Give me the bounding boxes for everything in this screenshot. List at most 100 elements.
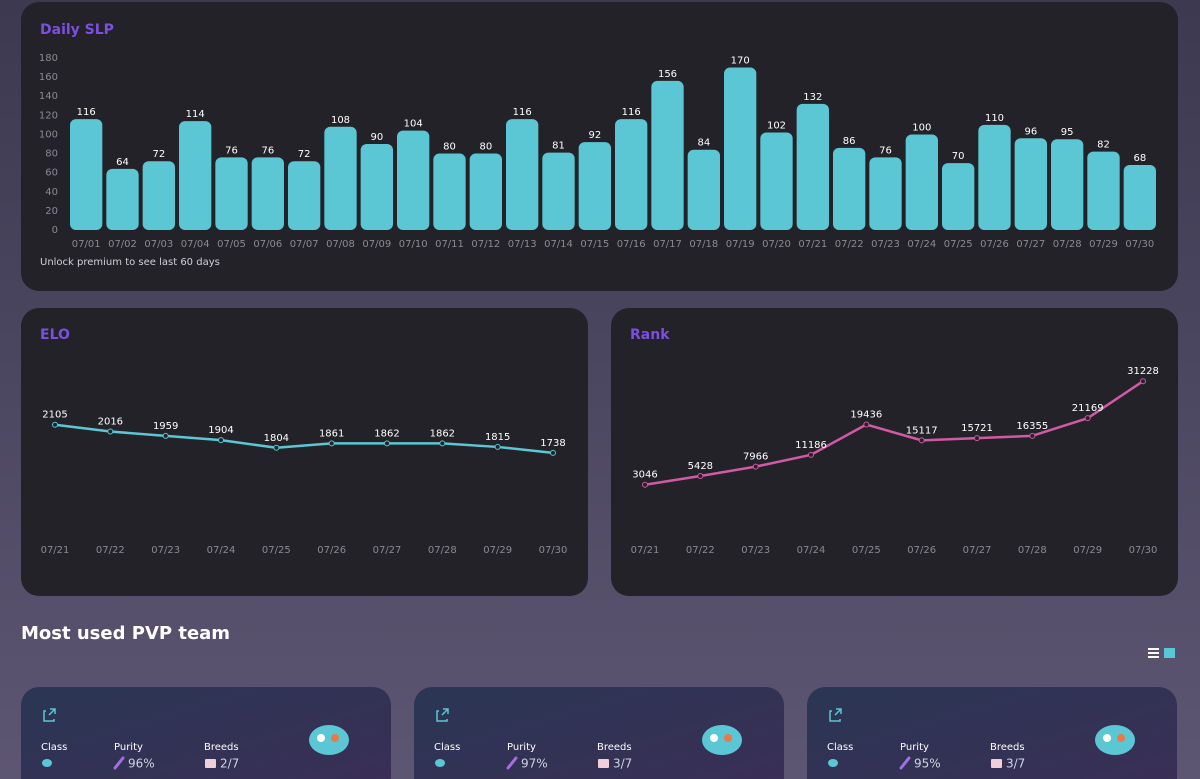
breeds-value: 3/7 [1006,757,1025,771]
axie-eye [1103,734,1111,742]
bar [360,144,393,230]
x-tick-label: 07/23 [741,545,770,556]
x-tick-label: 07/11 [435,239,464,250]
bar [833,147,866,230]
y-tick-label: 40 [45,187,58,198]
x-tick-label: 07/22 [835,239,864,250]
team-card[interactable]: Class Purity Breeds 95% 3/7 [807,687,1177,779]
bar [1087,151,1120,230]
bar [578,142,611,230]
value-label: 72 [152,149,165,160]
class-label: Class [827,742,853,753]
value-label: 3046 [632,470,657,481]
x-tick-label: 07/27 [373,545,402,556]
axie-body [702,725,742,755]
axie-eye [317,734,325,742]
bar [215,157,248,230]
bar [651,80,684,230]
list-icon[interactable] [1148,652,1159,654]
class-icon [435,759,445,767]
x-tick-label: 07/29 [1089,239,1118,250]
value-label: 102 [767,121,786,132]
point [697,472,704,479]
x-tick-label: 07/26 [907,545,936,556]
bar [1014,138,1047,230]
x-tick-label: 07/26 [317,545,346,556]
value-label: 16355 [1016,421,1048,432]
x-tick-label: 07/29 [483,545,512,556]
bar [1051,139,1084,230]
x-tick-label: 07/21 [798,239,827,250]
x-tick-label: 07/28 [1053,239,1082,250]
list-icon[interactable] [1148,656,1159,658]
view-toggle[interactable] [1148,648,1175,658]
x-tick-label: 07/23 [871,239,900,250]
rank-panel [611,308,1178,596]
purity-icon [113,756,125,770]
breeds-value: 3/7 [613,757,632,771]
x-tick-label: 07/16 [617,239,646,250]
value-label: 1959 [153,421,178,432]
bar [542,152,575,230]
x-tick-label: 07/30 [1125,239,1154,250]
list-icon[interactable] [1148,648,1159,650]
y-tick-label: 60 [45,168,58,179]
x-tick-label: 07/24 [207,545,236,556]
class-icon [42,759,52,767]
bar [506,119,539,230]
x-tick-label: 07/13 [508,239,537,250]
value-label: 1804 [264,433,289,444]
card-bg [414,687,784,779]
x-tick-label: 07/30 [539,545,568,556]
line [54,423,554,455]
bar [397,130,430,230]
axie-eye [724,734,732,742]
value-label: 1861 [319,428,344,439]
axie-body [309,725,349,755]
bar [724,67,757,230]
value-label: 116 [622,107,641,118]
point [550,449,556,456]
value-label: 15117 [906,425,938,436]
value-label: 82 [1097,140,1110,151]
point [863,421,870,428]
value-label: 15721 [961,423,993,434]
team-card[interactable]: Class Purity Breeds 96% 2/7 [21,687,391,779]
y-tick-label: 0 [52,225,58,236]
team-card[interactable]: Class Purity Breeds 97% 3/7 [414,687,784,779]
value-label: 86 [843,136,856,147]
breeds-label: Breeds [990,742,1025,753]
bar [869,157,902,230]
value-label: 1862 [430,428,455,439]
value-label: 68 [1133,153,1146,164]
x-tick-label: 07/28 [428,545,457,556]
bar [433,153,466,230]
value-label: 19436 [850,410,882,421]
bar [978,124,1011,230]
x-tick-label: 07/03 [144,239,173,250]
premium-note[interactable]: Unlock premium to see last 60 days [40,257,220,268]
x-tick-label: 07/22 [686,545,715,556]
purity-icon [899,756,911,770]
grid-icon[interactable] [1164,648,1175,658]
value-label: 2105 [42,410,67,421]
point [384,440,390,447]
y-tick-label: 180 [39,53,58,64]
x-tick-label: 07/12 [471,239,500,250]
x-tick-label: 07/14 [544,239,573,250]
value-label: 80 [443,142,456,153]
x-tick-label: 07/28 [1018,545,1047,556]
point [752,463,759,470]
value-label: 170 [731,56,750,67]
x-tick-label: 07/05 [217,239,246,250]
bar [288,161,321,230]
x-tick-label: 07/26 [980,239,1009,250]
x-tick-label: 07/09 [362,239,391,250]
external-link-icon [436,708,449,722]
x-tick-label: 07/25 [852,545,881,556]
bar [70,119,103,230]
value-label: 76 [879,145,892,156]
value-label: 81 [552,141,565,152]
bar [905,134,938,230]
value-label: 116 [513,107,532,118]
